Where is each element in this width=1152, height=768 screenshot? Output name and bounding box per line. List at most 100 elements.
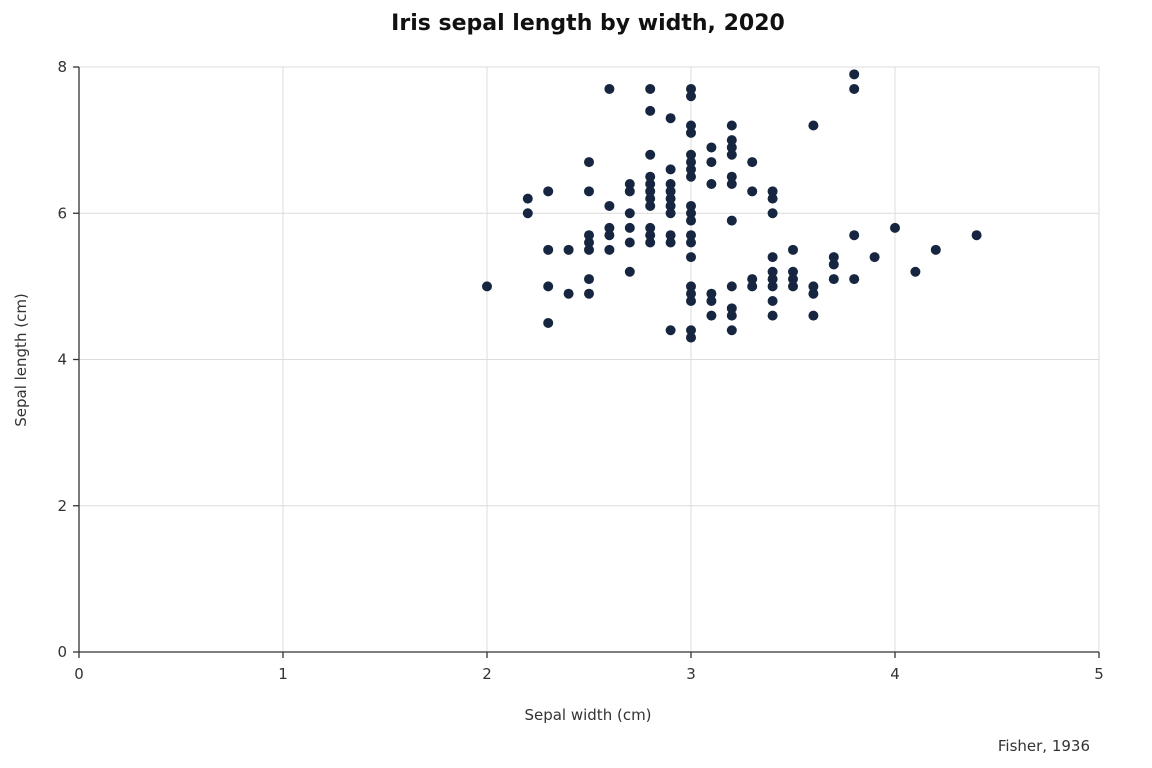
data-point (686, 83, 696, 94)
data-point (543, 186, 554, 197)
data-point (584, 274, 594, 285)
data-point (706, 288, 717, 299)
data-point (563, 288, 574, 299)
data-point (584, 157, 594, 168)
data-point (747, 157, 758, 168)
data-point (726, 171, 737, 182)
data-point (665, 164, 676, 175)
data-point (604, 244, 615, 255)
data-point (686, 91, 696, 102)
data-point (522, 208, 533, 219)
data-point (665, 179, 676, 189)
x-tick-label: 2 (482, 665, 492, 683)
data-point (665, 325, 676, 336)
data-point (686, 120, 696, 131)
x-tick-label: 5 (1094, 665, 1104, 683)
data-point (563, 244, 574, 255)
data-point (665, 230, 676, 241)
data-point (543, 244, 554, 255)
data-point (645, 149, 656, 160)
data-point (828, 259, 839, 270)
x-tick-label: 4 (890, 665, 900, 683)
data-point (665, 193, 676, 204)
data-point (747, 281, 758, 292)
data-point (584, 244, 594, 255)
data-point (624, 237, 635, 248)
data-point (645, 171, 656, 182)
source-note: Fisher, 1936 (998, 737, 1090, 755)
data-point (584, 230, 594, 241)
data-point (767, 281, 778, 292)
chart-title: Iris sepal length by width, 2020 (391, 11, 785, 36)
grid-lines (78, 66, 1100, 653)
x-tick-label: 0 (74, 665, 84, 683)
data-point (726, 135, 737, 146)
axes (73, 66, 1100, 658)
data-point (686, 237, 696, 248)
data-point (849, 230, 860, 241)
data-point (747, 186, 758, 197)
data-point (645, 83, 656, 94)
data-point (706, 142, 717, 153)
data-point (767, 208, 778, 219)
data-point (543, 281, 554, 292)
data-point (767, 296, 778, 306)
data-point (665, 113, 676, 124)
data-point (726, 303, 737, 314)
data-point (686, 296, 696, 306)
data-point (686, 164, 696, 175)
data-point (706, 310, 717, 321)
tick-labels: 0 1 2 3 4 5 0 2 4 6 8 (57, 58, 1103, 683)
data-point (706, 157, 717, 168)
data-point (767, 186, 778, 197)
data-point (604, 222, 615, 233)
data-point (624, 266, 635, 277)
x-axis-label: Sepal width (cm) (524, 706, 651, 724)
data-point (828, 274, 839, 285)
data-point (726, 310, 737, 321)
data-point (808, 310, 819, 321)
data-point (645, 200, 656, 211)
data-point (686, 332, 696, 343)
data-point (645, 179, 656, 189)
data-point (747, 274, 758, 285)
data-point (788, 281, 798, 292)
data-point (665, 186, 676, 197)
data-point (767, 193, 778, 204)
data-point (686, 157, 696, 168)
data-point (686, 200, 696, 211)
data-point (726, 215, 737, 226)
data-point (930, 244, 941, 255)
data-point (645, 237, 656, 248)
data-point (788, 244, 798, 255)
data-point (788, 266, 798, 277)
data-points (482, 69, 982, 343)
data-point (645, 186, 656, 197)
data-point (686, 208, 696, 219)
data-point (624, 208, 635, 219)
data-point (828, 252, 839, 263)
x-tick-label: 1 (278, 665, 288, 683)
data-point (482, 281, 492, 292)
data-point (726, 149, 737, 160)
data-point (624, 222, 635, 233)
data-point (767, 310, 778, 321)
data-point (686, 281, 696, 292)
y-tick-label: 6 (57, 204, 67, 222)
data-point (584, 186, 594, 197)
data-point (726, 281, 737, 292)
data-point (767, 252, 778, 263)
y-tick-label: 0 (57, 643, 67, 661)
data-point (686, 215, 696, 226)
data-point (890, 222, 900, 233)
data-point (522, 193, 533, 204)
data-point (706, 179, 717, 189)
data-point (604, 230, 615, 241)
data-point (686, 127, 696, 138)
data-point (584, 288, 594, 299)
data-point (686, 252, 696, 263)
data-point (686, 171, 696, 182)
data-point (767, 266, 778, 277)
y-tick-label: 4 (57, 351, 67, 369)
data-point (767, 274, 778, 285)
